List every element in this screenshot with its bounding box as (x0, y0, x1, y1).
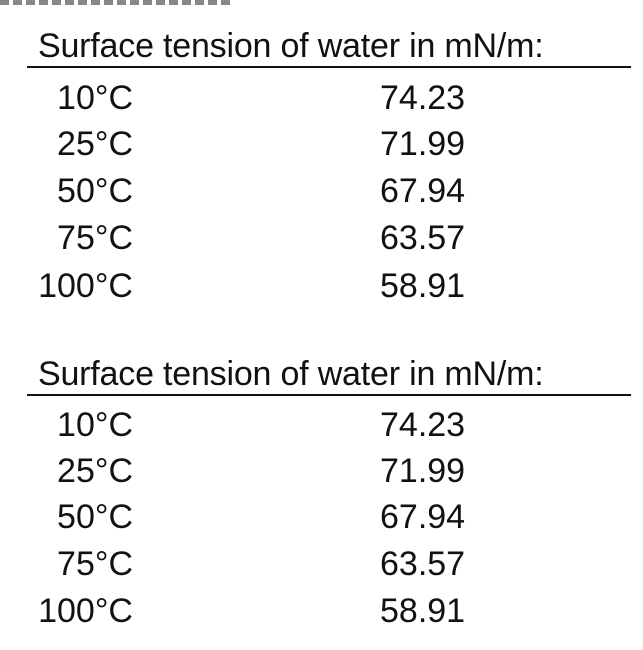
temperature: 50°C (57, 498, 133, 536)
table-row: 25°C 71.99 (0, 124, 643, 164)
temperature: 10°C (57, 79, 133, 117)
title-underline (27, 66, 631, 68)
value: 71.99 (380, 125, 466, 163)
temperature: 10°C (57, 406, 133, 444)
temperature: 100°C (38, 267, 133, 305)
value: 63.57 (380, 219, 466, 257)
table-title: Surface tension of water in mN/m: (38, 27, 544, 65)
table-row: 25°C 71.99 (0, 451, 643, 491)
table-row: 10°C 74.23 (0, 405, 643, 445)
table-row: 75°C 63.57 (0, 544, 643, 584)
temperature: 50°C (57, 172, 133, 210)
value: 63.57 (380, 545, 466, 583)
temperature: 75°C (57, 545, 133, 583)
table-title: Surface tension of water in mN/m: (38, 355, 544, 393)
table-row: 50°C 67.94 (0, 497, 643, 537)
table-row: 50°C 67.94 (0, 171, 643, 211)
value: 67.94 (380, 172, 466, 210)
value: 71.99 (380, 452, 466, 490)
table-row: 100°C 58.91 (0, 266, 643, 306)
temperature: 100°C (38, 592, 133, 630)
cropped-text-fragment (0, 0, 230, 5)
temperature: 25°C (57, 452, 133, 490)
value: 58.91 (380, 592, 466, 630)
value: 74.23 (380, 406, 466, 444)
table-row: 75°C 63.57 (0, 218, 643, 258)
value: 58.91 (380, 267, 466, 305)
temperature: 25°C (57, 125, 133, 163)
value: 74.23 (380, 79, 466, 117)
value: 67.94 (380, 498, 466, 536)
temperature: 75°C (57, 219, 133, 257)
table-row: 10°C 74.23 (0, 78, 643, 118)
title-underline (27, 394, 631, 396)
table-row: 100°C 58.91 (0, 591, 643, 631)
